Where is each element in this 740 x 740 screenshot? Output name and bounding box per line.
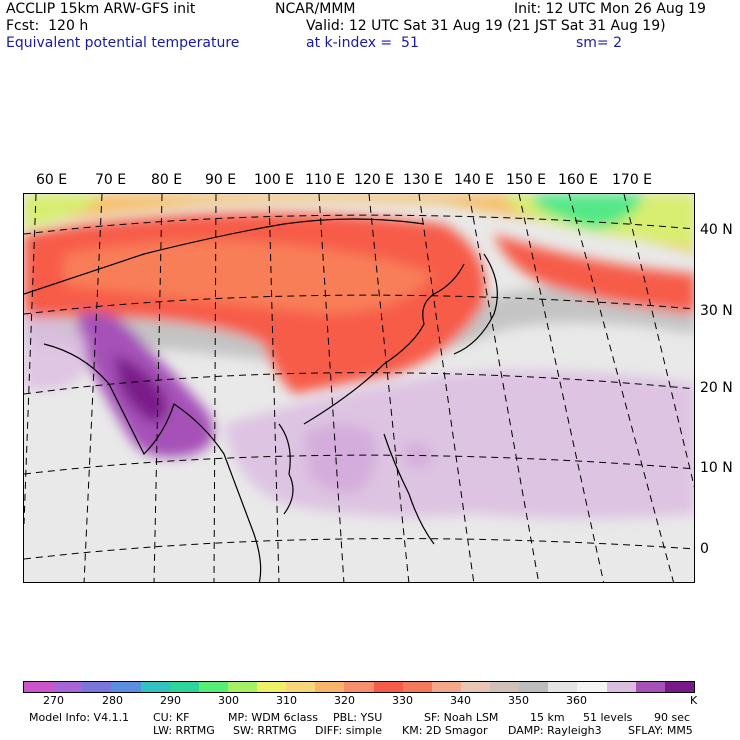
colorbar-swatch (82, 682, 112, 692)
model-title: ACCLIP 15km ARW-GFS init (6, 1, 196, 17)
theta-e-map (23, 193, 695, 583)
smoothing-label: sm= 2 (576, 35, 623, 51)
colorbar-label: 320 (334, 694, 355, 707)
footer-levels: 51 levels (583, 711, 633, 724)
colorbar-swatch (286, 682, 316, 692)
init-time: Init: 12 UTC Mon 26 Aug 19 (514, 1, 706, 17)
footer-sflay: SFLAY: MM5 (628, 724, 693, 737)
lat-label: 30 N (700, 303, 733, 319)
colorbar-swatch (577, 682, 607, 692)
colorbar-swatch (344, 682, 374, 692)
colorbar-swatch (548, 682, 578, 692)
colorbar-label: 360 (566, 694, 587, 707)
colorbar-swatch (24, 682, 54, 692)
footer-sf: SF: Noah LSM (424, 711, 499, 724)
lon-label: 70 E (95, 172, 127, 188)
colorbar-swatch (490, 682, 520, 692)
footer-mp: MP: WDM 6class (228, 711, 318, 724)
colorbar-swatch (606, 682, 636, 692)
colorbar-swatch (664, 682, 694, 692)
footer-pbl: PBL: YSU (333, 711, 383, 724)
field-name: Equivalent potential temperature (6, 35, 240, 51)
lon-label: 100 E (254, 172, 295, 188)
colorbar-swatch (402, 682, 432, 692)
colorbar-label: 340 (450, 694, 471, 707)
colorbar-swatch (431, 682, 461, 692)
footer-timestep: 90 sec (654, 711, 691, 724)
colorbar-label: 270 (43, 694, 64, 707)
footer-resolution: 15 km (530, 711, 565, 724)
colorbar-swatch (257, 682, 287, 692)
colorbar-swatch (53, 682, 83, 692)
footer-cu: CU: KF (153, 711, 190, 724)
valid-time: Valid: 12 UTC Sat 31 Aug 19 (21 JST Sat … (306, 18, 666, 34)
colorbar-swatch (111, 682, 141, 692)
colorbar-swatch (373, 682, 403, 692)
footer-km: KM: 2D Smagor (402, 724, 488, 737)
colorbar-swatch (460, 682, 490, 692)
colorbar-swatch (519, 682, 549, 692)
lat-label: 20 N (700, 380, 733, 396)
lon-label: 130 E (403, 172, 444, 188)
lon-label: 110 E (305, 172, 346, 188)
colorbar-swatch (315, 682, 345, 692)
colorbar-label: 310 (276, 694, 297, 707)
colorbar-swatch (198, 682, 228, 692)
lon-label: 90 E (205, 172, 237, 188)
footer-model-info: Model Info: V4.1.1 (29, 711, 130, 724)
lon-label: 160 E (558, 172, 599, 188)
org-label: NCAR/MMM (275, 1, 356, 17)
footer-lw: LW: RRTMG (153, 724, 215, 737)
colorbar-swatch (140, 682, 170, 692)
lon-label: 150 E (506, 172, 547, 188)
lon-label: 170 E (612, 172, 653, 188)
colorbar-label: 300 (218, 694, 239, 707)
footer-sw: SW: RRTMG (233, 724, 297, 737)
lat-label: 10 N (700, 460, 733, 476)
footer-damp: DAMP: Rayleigh3 (508, 724, 602, 737)
colorbar-swatch (227, 682, 257, 692)
colorbar-label: 280 (102, 694, 123, 707)
lat-label: 0 (700, 541, 709, 557)
forecast-hour: Fcst: 120 h (6, 18, 89, 34)
lon-label: 140 E (454, 172, 495, 188)
footer-diff: DIFF: simple (315, 724, 383, 737)
colorbar-label: 350 (508, 694, 529, 707)
colorbar-label: 290 (160, 694, 181, 707)
level-label: at k-index = 51 (306, 35, 419, 51)
lat-label: 40 N (700, 222, 733, 238)
lon-label: 80 E (151, 172, 183, 188)
colorbar-unit: K (690, 694, 698, 707)
lon-label: 120 E (354, 172, 395, 188)
colorbar-swatch (169, 682, 199, 692)
lon-label: 60 E (36, 172, 68, 188)
colorbar (23, 681, 695, 693)
colorbar-label: 330 (392, 694, 413, 707)
colorbar-swatch (635, 682, 665, 692)
